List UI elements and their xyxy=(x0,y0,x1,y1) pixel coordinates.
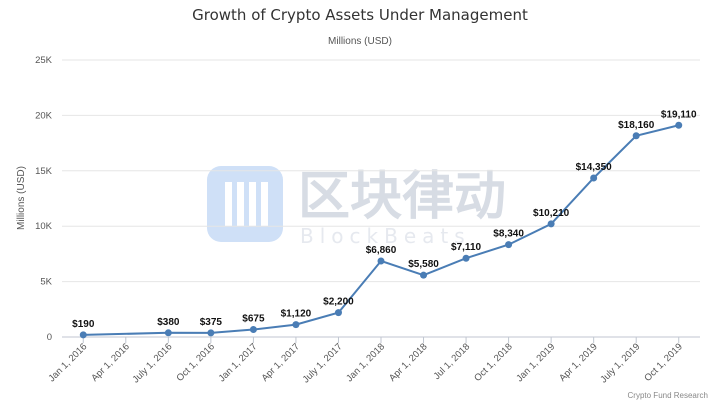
data-label: $8,340 xyxy=(493,229,524,240)
data-label: $7,110 xyxy=(451,242,481,253)
data-point xyxy=(334,309,342,317)
chart-credit: Crypto Fund Research xyxy=(627,391,708,400)
data-point xyxy=(590,174,598,182)
y-tick-label: 25K xyxy=(35,55,53,66)
x-tick-label: Apr 1, 2019 xyxy=(557,341,600,384)
x-tick-label: Apr 1, 2018 xyxy=(387,341,430,384)
watermark: 区块律动 BlockBeats xyxy=(207,166,506,248)
data-label: $1,120 xyxy=(281,309,312,320)
data-point xyxy=(249,326,257,334)
data-label: $380 xyxy=(157,317,180,328)
data-label: $19,110 xyxy=(661,109,697,120)
data-point xyxy=(505,241,513,249)
data-point xyxy=(377,257,385,265)
x-tick-label: July 1, 2017 xyxy=(301,341,345,385)
y-tick-label: 0 xyxy=(47,332,52,343)
data-point xyxy=(420,271,428,279)
data-point xyxy=(207,329,215,337)
data-label: $6,860 xyxy=(366,245,397,256)
y-tick-label: 20K xyxy=(35,110,53,121)
x-tick-label: Oct 1, 2019 xyxy=(642,341,685,384)
data-point xyxy=(547,220,555,228)
watermark-text-en: BlockBeats xyxy=(300,224,471,248)
x-tick-label: Jul 1, 2018 xyxy=(432,341,473,382)
chart-title: Growth of Crypto Assets Under Management xyxy=(192,6,528,24)
data-label: $14,350 xyxy=(576,162,613,173)
x-tick-label: Oct 1, 2018 xyxy=(472,341,515,384)
data-point xyxy=(164,329,172,337)
x-tick-label: Jan 1, 2016 xyxy=(46,341,89,384)
series-path xyxy=(83,124,679,336)
x-tick-label: July 1, 2016 xyxy=(130,341,174,385)
chart-subtitle: Millions (USD) xyxy=(328,36,392,47)
y-axis-label: Millions (USD) xyxy=(16,166,27,230)
data-label: $675 xyxy=(242,314,265,325)
x-tick-label: Apr 1, 2017 xyxy=(260,341,303,384)
data-point xyxy=(79,331,87,339)
x-tick-label: July 1, 2019 xyxy=(598,341,642,385)
y-tick-label: 15K xyxy=(35,166,53,177)
x-tick-label: Jan 1, 2018 xyxy=(344,341,387,384)
y-tick-label: 5K xyxy=(40,277,52,288)
x-tick-label: Jan 1, 2019 xyxy=(514,341,557,384)
x-tick-label: Apr 1, 2016 xyxy=(89,341,132,384)
y-tick-label: 10K xyxy=(35,221,53,232)
data-label: $375 xyxy=(200,317,223,328)
series-line xyxy=(79,121,683,339)
data-label: $2,200 xyxy=(323,297,354,308)
data-label: $190 xyxy=(72,319,95,330)
data-label: $10,210 xyxy=(533,208,570,219)
data-label: $18,160 xyxy=(618,120,655,131)
data-point xyxy=(632,132,640,140)
data-point xyxy=(462,254,470,262)
data-point xyxy=(675,121,683,129)
watermark-text-cn: 区块律动 xyxy=(298,167,506,227)
x-tick-label: Jan 1, 2017 xyxy=(217,341,260,384)
data-labels: $190 $380 $375 $675 $1,120 $2,200 $6,860 $5,580… xyxy=(72,109,697,330)
data-point xyxy=(292,321,300,329)
data-label: $5,580 xyxy=(408,259,439,270)
y-axis: 0 5K 10K 15K 20K 25K xyxy=(35,55,53,343)
x-tick-label: Oct 1, 2016 xyxy=(174,341,217,384)
